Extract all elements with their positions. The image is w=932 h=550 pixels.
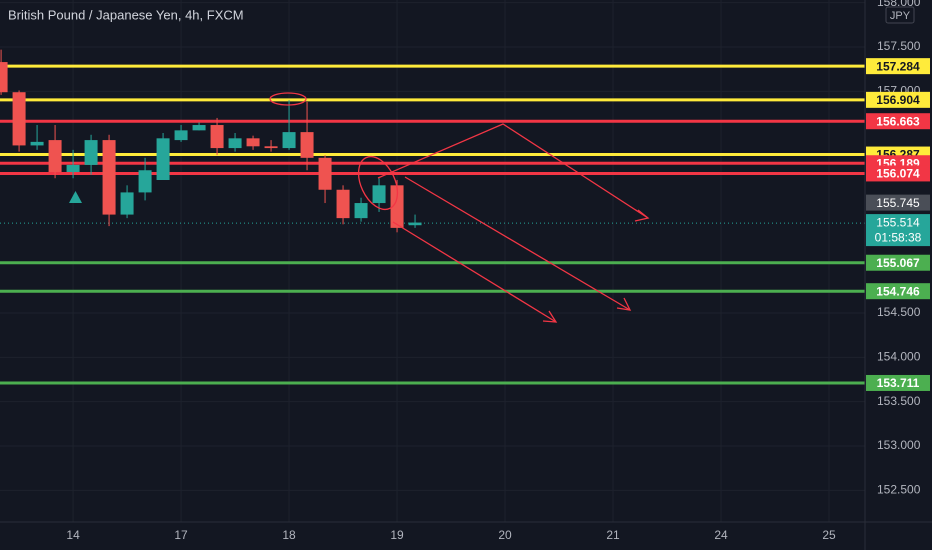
currency-box [885,6,915,24]
axes: 152.500153.000153.500154.000154.500157.0… [66,0,930,542]
candle-body [102,140,116,215]
candle-body [354,203,368,219]
last-price-label: 155.514 [876,215,920,229]
y-tick-label: 158.000 [877,0,921,9]
ellipse-drawing [269,92,307,106]
y-tick-label: 153.500 [877,394,921,408]
level-label: 156.904 [876,93,920,107]
marker-price-box [866,194,930,211]
levels [0,64,865,385]
x-tick-label: 24 [714,528,728,542]
candle-body [210,125,224,149]
x-tick-label: 20 [498,528,512,542]
level-label: 154.746 [876,284,920,298]
candle-body [228,138,242,149]
candle-body [336,189,350,219]
level-label-box [866,374,930,391]
candle-body [408,222,422,226]
candle-body [30,141,44,146]
level-label-box [866,165,930,182]
signal-marker [69,191,82,203]
arrow-drawing [392,221,557,323]
level-label-box [866,283,930,300]
candles [0,49,422,233]
candle-body [174,130,188,141]
candle-body [48,140,62,173]
x-tick-label: 19 [390,528,404,542]
level-label: 157.284 [876,59,920,73]
arrowhead [616,297,632,311]
countdown-label: 01:58:38 [875,230,922,244]
level-label-box [866,58,930,75]
y-tick-label: 154.000 [877,350,921,364]
arrow-drawing [377,123,649,219]
candle-body [372,185,386,204]
level-label: 156.074 [876,167,920,181]
candle-body [12,92,26,146]
level-label: 153.711 [877,376,920,390]
x-tick-label: 18 [282,528,296,542]
candle-body [156,138,170,180]
level-label: 155.067 [876,256,920,270]
x-tick-label: 21 [606,528,620,542]
y-tick-label: 153.000 [877,438,921,452]
arrow-drawing [404,176,631,311]
level-label-box [866,113,930,130]
candle-body [84,140,98,165]
drawings [269,92,650,323]
chart-title: British Pound / Japanese Yen, 4h, FXCM [8,7,244,22]
candle-body [318,157,332,190]
x-tick-label: 17 [174,528,188,542]
candle-body [138,170,152,193]
level-label-box [866,91,930,108]
candle-body [282,132,296,149]
level-label-box [866,254,930,271]
marker-price-label: 155.745 [876,196,920,210]
candle-body [264,146,278,149]
arrowhead [634,209,650,222]
candle-body [0,62,8,93]
candle-body [66,164,80,173]
grid [0,0,865,522]
level-label: 156.663 [876,114,920,128]
candle-body [246,138,260,147]
candle-body [390,185,404,228]
y-tick-label: 152.500 [877,483,921,497]
candle-body [192,125,206,131]
currency-label: JPY [890,10,911,22]
x-tick-label: 25 [822,528,836,542]
y-tick-label: 154.500 [877,305,921,319]
y-tick-label: 157.500 [877,39,921,53]
candle-body [300,132,314,158]
ellipse-drawing [357,155,399,211]
arrowhead [542,310,558,323]
x-tick-label: 14 [66,528,80,542]
last-price-box [866,214,930,247]
candle-body [120,192,134,215]
